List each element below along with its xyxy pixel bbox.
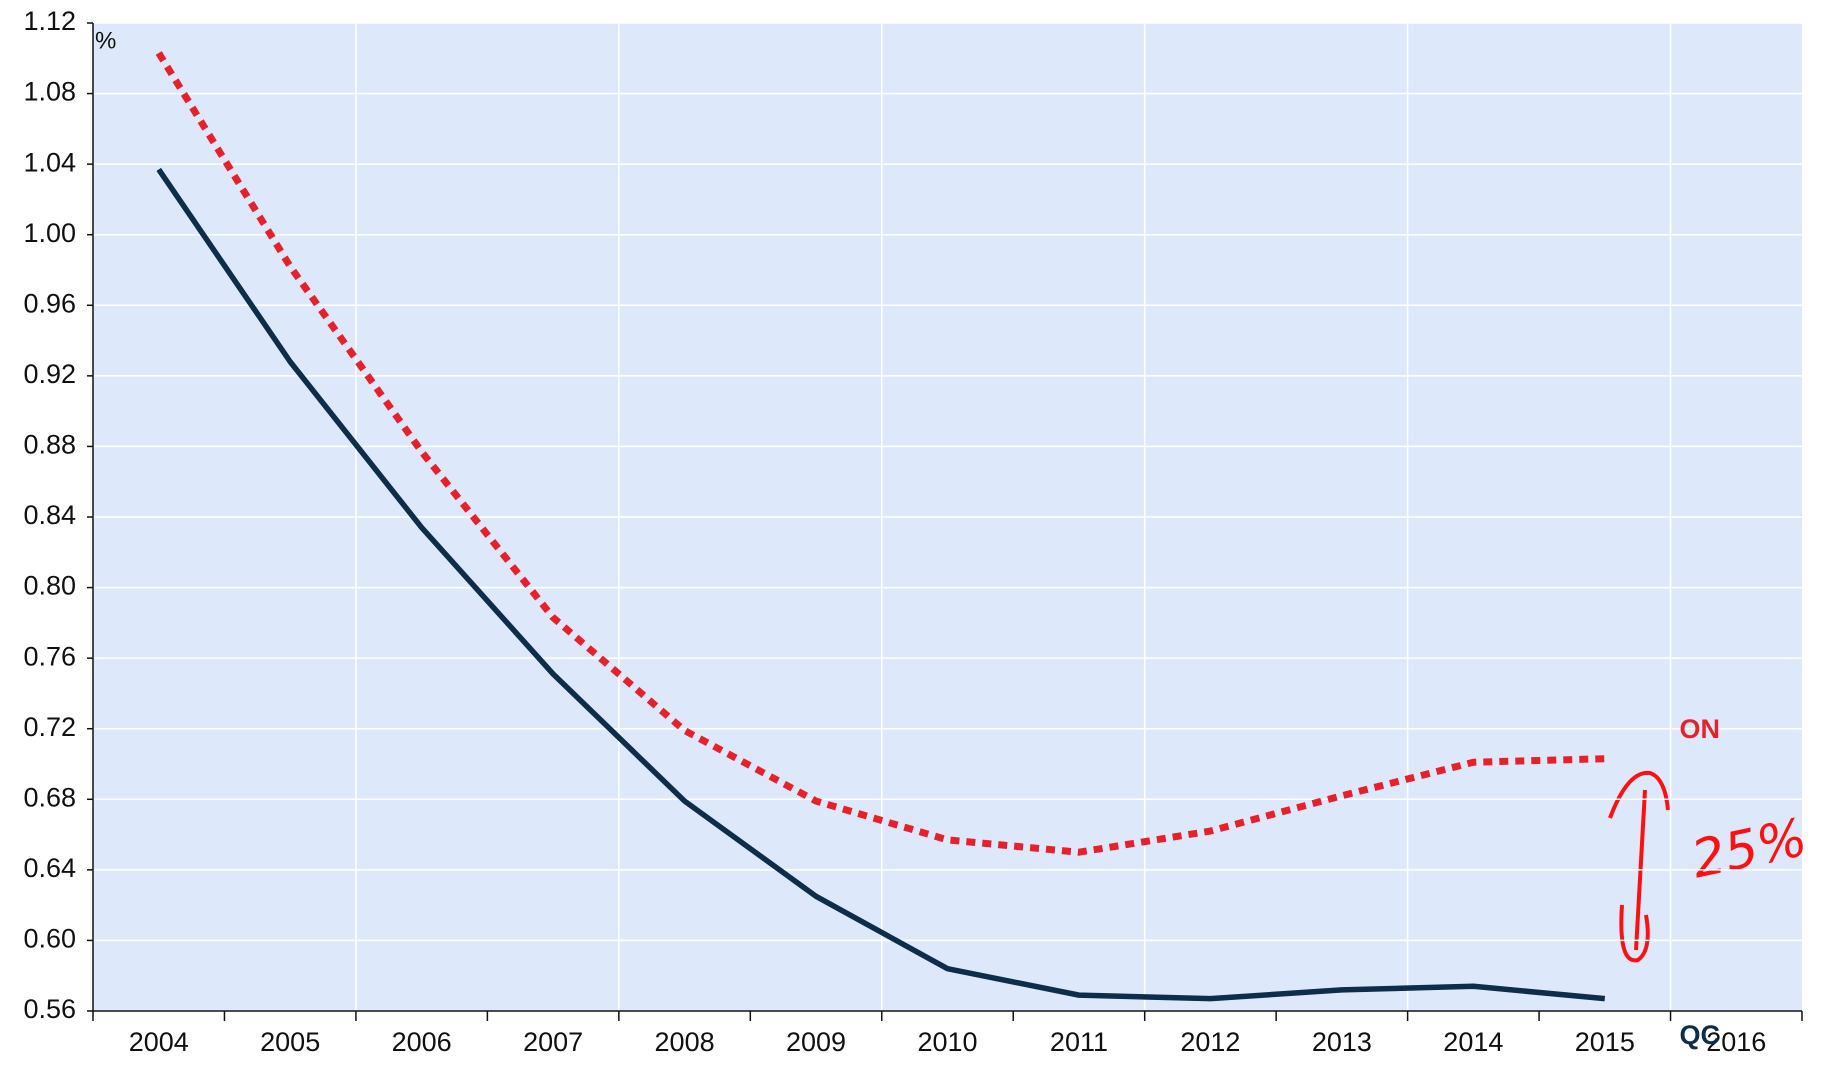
y-tick-label: 0.72 bbox=[23, 712, 76, 742]
x-tick-label: 2004 bbox=[129, 1027, 189, 1057]
annotation-arrow-head bbox=[1608, 770, 1670, 819]
y-tick-label: 0.76 bbox=[23, 641, 76, 671]
unit-label: % bbox=[95, 27, 116, 54]
x-tick-label: 2005 bbox=[260, 1027, 320, 1057]
series-label: ON bbox=[1680, 714, 1721, 744]
x-tick-label: 2007 bbox=[523, 1027, 583, 1057]
x-tick-label: 2013 bbox=[1312, 1027, 1372, 1057]
x-tick-label: 2009 bbox=[786, 1027, 846, 1057]
y-tick-label: 1.04 bbox=[23, 147, 76, 177]
y-tick-label: 1.00 bbox=[23, 218, 76, 248]
series-line bbox=[156, 167, 1606, 1002]
series-line bbox=[155, 51, 1605, 856]
y-tick-label: 0.56 bbox=[23, 994, 76, 1024]
x-tick-label: 2008 bbox=[655, 1027, 715, 1057]
y-tick-label: 0.64 bbox=[23, 853, 76, 883]
y-tick-label: 1.08 bbox=[23, 77, 76, 107]
x-tick-label: 2014 bbox=[1443, 1027, 1503, 1057]
x-tick-label: 2010 bbox=[917, 1027, 977, 1057]
x-tick-label: 2006 bbox=[392, 1027, 452, 1057]
y-tick-label: 0.80 bbox=[23, 571, 76, 601]
y-tick-label: 0.60 bbox=[23, 924, 76, 954]
y-tick-label: 0.84 bbox=[23, 500, 76, 530]
y-tick-label: 0.68 bbox=[23, 782, 76, 812]
x-tick-label: 2012 bbox=[1180, 1027, 1240, 1057]
y-tick-label: 0.96 bbox=[23, 288, 76, 318]
x-tick-label: 2015 bbox=[1575, 1027, 1635, 1057]
y-tick-label: 0.88 bbox=[23, 430, 76, 460]
y-tick-label: 0.92 bbox=[23, 359, 76, 389]
annotation-arrow-tail bbox=[1619, 904, 1650, 963]
series-label: QC bbox=[1680, 1020, 1721, 1050]
x-tick-label: 2016 bbox=[1706, 1027, 1766, 1057]
x-tick-label: 2011 bbox=[1050, 1027, 1108, 1057]
y-tick-label: 1.12 bbox=[23, 6, 76, 36]
